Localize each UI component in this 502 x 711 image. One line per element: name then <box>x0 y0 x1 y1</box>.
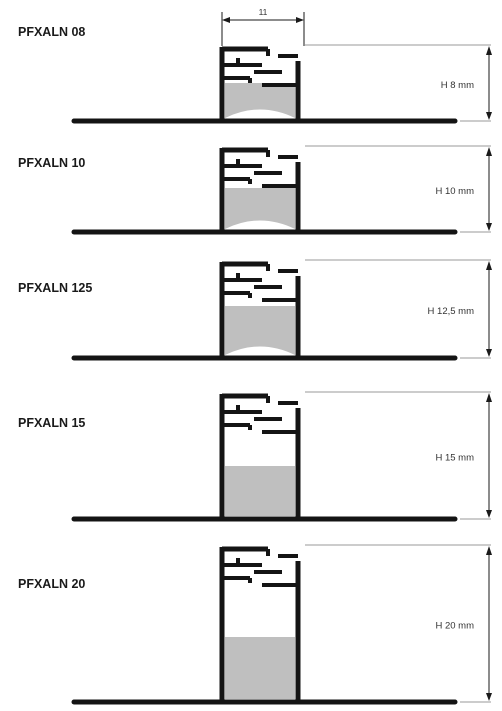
profile-insert-fill <box>225 188 295 229</box>
height-dimension-label: H 15 mm <box>435 453 474 464</box>
height-arrow-top <box>486 261 492 270</box>
height-dimension-label: H 20 mm <box>435 621 474 632</box>
profile-group: PFXALN 125 H 12,5 mm <box>18 259 492 361</box>
profile-insert-fill <box>225 306 295 355</box>
height-dimension-label: H 12,5 mm <box>428 306 475 317</box>
profile-model-label: PFXALN 20 <box>18 577 85 591</box>
profile-insert-fill <box>225 466 295 516</box>
height-arrow-bottom <box>486 112 492 120</box>
profiles-layer: PFXALN 08 H 8 mm PFXALN 10 H 10 mm PFXALN 12… <box>18 25 492 705</box>
profile-model-label: PFXALN 15 <box>18 416 85 430</box>
profile-group: PFXALN 08 H 8 mm <box>18 25 492 124</box>
profile-group: PFXALN 15 H 15 mm <box>18 391 492 522</box>
height-dimension-label: H 8 mm <box>441 80 474 91</box>
width-arrow-left <box>222 17 230 23</box>
profile-group: PFXALN 10 H 10 mm <box>18 145 492 235</box>
height-arrow-bottom <box>486 349 492 357</box>
profile-insert-fill <box>225 637 295 699</box>
height-arrow-bottom <box>486 693 492 701</box>
height-dimension-label: H 10 mm <box>435 186 474 197</box>
width-dimension-label: 11 <box>259 7 268 17</box>
width-arrow-right <box>296 17 304 23</box>
profile-model-label: PFXALN 125 <box>18 281 92 295</box>
height-arrow-top <box>486 393 492 402</box>
profile-model-label: PFXALN 08 <box>18 25 85 39</box>
height-arrow-top <box>486 147 492 156</box>
height-arrow-bottom <box>486 223 492 231</box>
height-arrow-top <box>486 46 492 55</box>
height-arrow-top <box>486 546 492 555</box>
width-dimension: 11 <box>221 7 305 46</box>
height-arrow-bottom <box>486 510 492 518</box>
profile-group: PFXALN 20 H 20 mm <box>18 544 492 705</box>
profile-model-label: PFXALN 10 <box>18 156 85 170</box>
profile-insert-fill <box>225 83 295 118</box>
